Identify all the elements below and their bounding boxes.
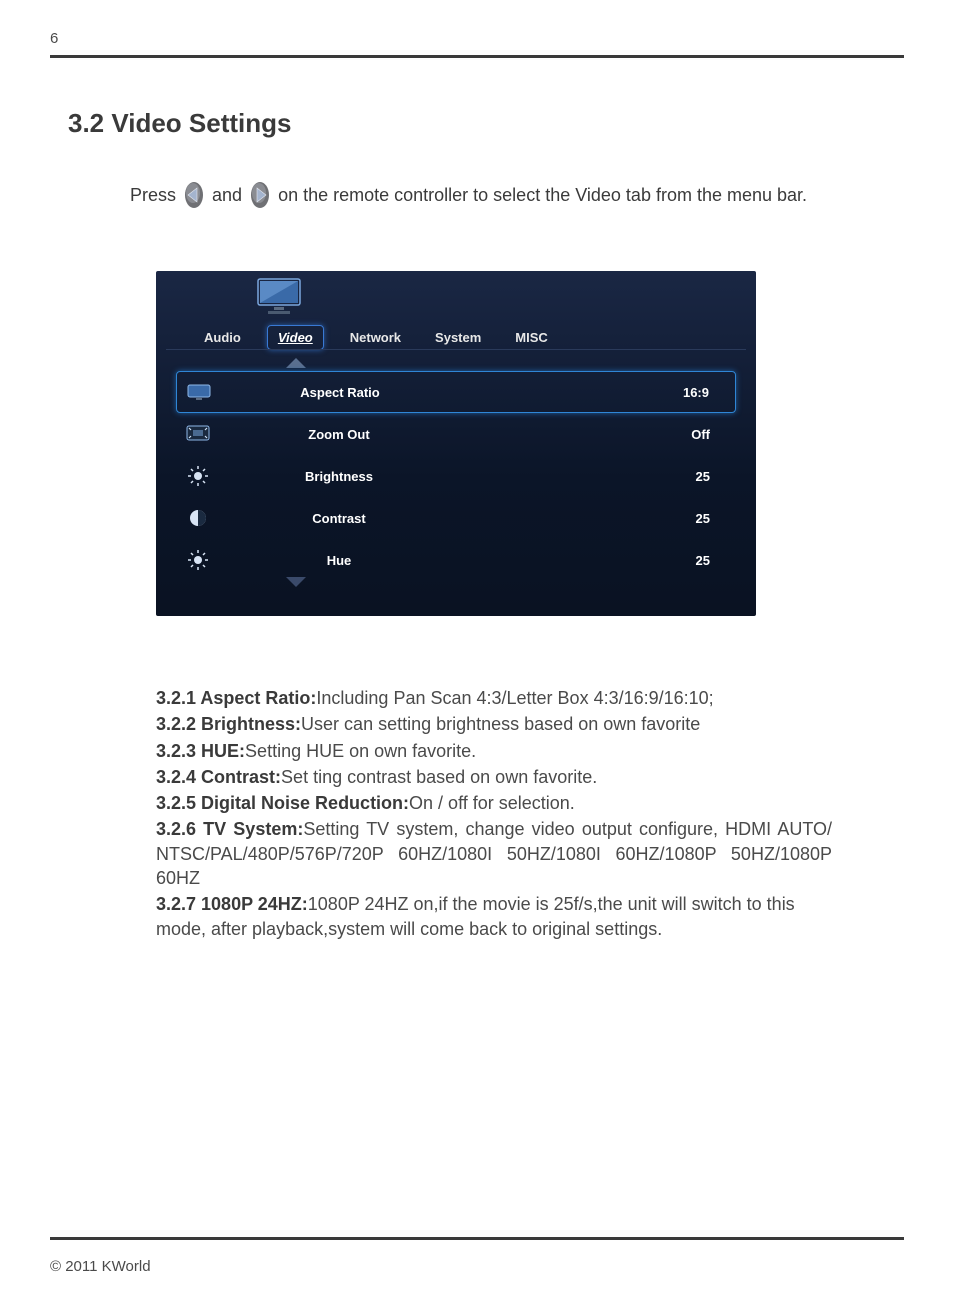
- press-instruction: Press and on the remote controller to se…: [130, 179, 904, 211]
- right-arrow-icon: [248, 179, 272, 211]
- tab-system[interactable]: System: [427, 326, 489, 349]
- tab-network[interactable]: Network: [342, 326, 409, 349]
- zoom-out-icon: [182, 424, 214, 444]
- setting-value: Off: [464, 427, 736, 442]
- menu-tabs: Audio Video Network System MISC: [196, 325, 556, 350]
- press-text-after: on the remote controller to select the V…: [278, 185, 807, 206]
- brightness-icon: [182, 465, 214, 487]
- tab-audio[interactable]: Audio: [196, 326, 249, 349]
- item-1080p24: 3.2.7 1080P 24HZ:1080P 24HZ on,if the mo…: [156, 892, 832, 941]
- item-aspect-ratio: 3.2.1 Aspect Ratio:Including Pan Scan 4:…: [156, 686, 832, 710]
- press-text-before: Press: [130, 185, 176, 206]
- setting-label: Brightness: [214, 469, 464, 484]
- scroll-up-icon[interactable]: [286, 355, 306, 371]
- hue-icon: [182, 549, 214, 571]
- setting-label: Hue: [214, 553, 464, 568]
- item-dnr: 3.2.5 Digital Noise Reduction:On / off f…: [156, 791, 832, 815]
- tab-video[interactable]: Video: [267, 325, 324, 350]
- bottom-rule: [50, 1237, 904, 1240]
- setting-label: Contrast: [214, 511, 464, 526]
- setting-row-zoom-out[interactable]: Zoom Out Off: [176, 413, 736, 455]
- section-heading: 3.2 Video Settings: [68, 108, 904, 139]
- tab-misc[interactable]: MISC: [507, 326, 556, 349]
- tab-divider: [166, 349, 746, 350]
- monitor-icon: [256, 277, 302, 322]
- left-arrow-icon: [182, 179, 206, 211]
- press-text-mid: and: [212, 185, 242, 206]
- video-settings-screenshot: Audio Video Network System MISC Aspect R…: [156, 271, 756, 616]
- page-footer: © 2011 KWorld: [50, 1237, 904, 1275]
- setting-row-brightness[interactable]: Brightness 25: [176, 455, 736, 497]
- scroll-down-icon[interactable]: [286, 574, 306, 590]
- page-number: 6: [50, 30, 904, 47]
- setting-value: 16:9: [465, 385, 735, 400]
- setting-label: Aspect Ratio: [215, 385, 465, 400]
- setting-row-contrast[interactable]: Contrast 25: [176, 497, 736, 539]
- setting-row-hue[interactable]: Hue 25: [176, 539, 736, 581]
- setting-row-aspect-ratio[interactable]: Aspect Ratio 16:9: [176, 371, 736, 413]
- item-hue: 3.2.3 HUE:Setting HUE on own favorite.: [156, 739, 832, 763]
- contrast-icon: [182, 507, 214, 529]
- setting-label: Zoom Out: [214, 427, 464, 442]
- body-text: 3.2.1 Aspect Ratio:Including Pan Scan 4:…: [156, 686, 832, 941]
- settings-list: Aspect Ratio 16:9 Zoom Out Off Brightnes…: [176, 371, 736, 581]
- setting-value: 25: [464, 469, 736, 484]
- copyright: © 2011 KWorld: [50, 1258, 904, 1275]
- top-rule: [50, 55, 904, 58]
- aspect-ratio-icon: [183, 382, 215, 402]
- setting-value: 25: [464, 511, 736, 526]
- item-brightness: 3.2.2 Brightness:User can setting bright…: [156, 712, 832, 736]
- item-contrast: 3.2.4 Contrast:Set ting contrast based o…: [156, 765, 832, 789]
- setting-value: 25: [464, 553, 736, 568]
- item-tv-system: 3.2.6 TV System:Setting TV system, chang…: [156, 817, 832, 890]
